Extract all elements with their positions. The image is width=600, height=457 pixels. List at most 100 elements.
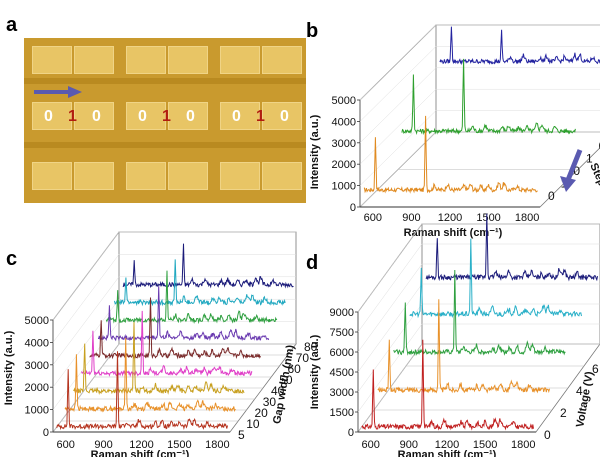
depth-axis-label: Voltage (V) bbox=[574, 370, 596, 428]
x-tick-label: 600 bbox=[56, 439, 74, 451]
y-tick-label: 5000 bbox=[25, 315, 49, 327]
x-tick-label: 900 bbox=[400, 439, 418, 451]
x-tick-label: 1800 bbox=[511, 439, 535, 451]
spectrum-line bbox=[377, 299, 550, 394]
x-tick-label: 1200 bbox=[438, 212, 462, 224]
electrode-pad bbox=[126, 102, 166, 130]
side-grid-line bbox=[357, 243, 423, 333]
side-grid-line bbox=[52, 254, 120, 343]
electrode-pad bbox=[74, 46, 114, 74]
y-axis-label: Intensity (a.u.) bbox=[3, 330, 15, 405]
y-tick-label: 3000 bbox=[332, 138, 356, 150]
electrode-pad bbox=[220, 46, 260, 74]
side-grid-line bbox=[359, 24, 437, 101]
x-tick-label: 1800 bbox=[205, 439, 229, 451]
side-grid-line bbox=[52, 231, 120, 321]
side-grid-line bbox=[359, 131, 437, 208]
depth-tick-label: 0 bbox=[548, 189, 555, 203]
y-tick-label: 7500 bbox=[330, 327, 354, 339]
spectrum-line bbox=[114, 259, 286, 307]
y-tick-label: 4000 bbox=[25, 337, 49, 349]
depth-tick-label: 0 bbox=[573, 164, 580, 178]
y-tick-label: 0 bbox=[43, 427, 49, 439]
photo-digit: 0 bbox=[232, 108, 241, 125]
y-tick-label: 4500 bbox=[330, 367, 354, 379]
depth-tick-label: 0 bbox=[544, 428, 551, 442]
x-tick-label: 600 bbox=[362, 439, 380, 451]
y-axis-label: Intensity (a.u.) bbox=[309, 334, 321, 409]
panel-label-c: c bbox=[6, 248, 18, 270]
photo-digit: 0 bbox=[186, 108, 195, 125]
photo-digit: 0 bbox=[280, 108, 289, 125]
side-grid-line bbox=[359, 46, 437, 122]
photo-digit: 1 bbox=[256, 108, 265, 125]
electrode-pad bbox=[262, 102, 302, 130]
side-grid-line bbox=[357, 343, 423, 433]
side-grid-line bbox=[357, 263, 423, 353]
y-tick-label: 9000 bbox=[330, 307, 354, 319]
photo-digit: 1 bbox=[162, 108, 171, 125]
panel-label-d: d bbox=[306, 252, 319, 274]
x-axis-label: Raman shift (cm⁻¹) bbox=[91, 449, 190, 457]
depth-tick-label: 10 bbox=[246, 417, 260, 431]
spectrum-line bbox=[56, 351, 228, 431]
depth-tick-label: 50 bbox=[279, 373, 293, 387]
y-tick-label: 2000 bbox=[332, 159, 356, 171]
y-tick-label: 0 bbox=[350, 202, 356, 214]
depth-tick-label: 30 bbox=[263, 395, 277, 409]
y-tick-label: 1000 bbox=[332, 181, 356, 193]
scan-arrow-icon bbox=[34, 86, 82, 98]
spectrum-line bbox=[81, 310, 253, 378]
x-tick-label: 1200 bbox=[129, 439, 153, 451]
electrode-pad bbox=[168, 162, 208, 190]
electrode-pad bbox=[126, 162, 166, 190]
photo-digit: 1 bbox=[68, 108, 77, 125]
side-grid-line bbox=[52, 299, 120, 388]
x-tick-label: 1800 bbox=[515, 212, 539, 224]
electrode-pad bbox=[220, 162, 260, 190]
steps-arrow-icon bbox=[560, 149, 583, 192]
y-tick-label: 4000 bbox=[332, 116, 356, 128]
y-tick-label: 0 bbox=[348, 427, 354, 439]
depth-tick-label: 4 bbox=[576, 384, 583, 398]
x-tick-label: 1500 bbox=[167, 439, 191, 451]
spectrum-line bbox=[361, 339, 534, 431]
depth-tick-label: 70 bbox=[296, 351, 310, 365]
depth-tick-label: 20 bbox=[255, 406, 269, 420]
depth-tick-label: 60 bbox=[288, 362, 302, 376]
depth-tick-label: 0 bbox=[599, 139, 600, 153]
depth-tick-label: 80 bbox=[304, 340, 318, 354]
side-grid-line bbox=[357, 283, 423, 373]
y-axis-label: Intensity (a.u.) bbox=[309, 114, 321, 189]
x-axis-label: Raman shift (cm⁻¹) bbox=[404, 227, 503, 239]
spectrum-line bbox=[89, 297, 261, 360]
depth-tick-label: 5 bbox=[238, 428, 245, 442]
depth-tick-label: 2 bbox=[560, 406, 567, 420]
spectrum-line bbox=[363, 115, 538, 194]
electrode-pad bbox=[168, 46, 208, 74]
spectrum-line bbox=[105, 270, 278, 325]
y-tick-label: 1500 bbox=[330, 407, 354, 419]
electrode-pad bbox=[126, 46, 166, 74]
side-grid-line bbox=[52, 276, 120, 365]
side-grid-line bbox=[359, 89, 437, 165]
spectrum-line bbox=[425, 213, 598, 282]
x-tick-label: 600 bbox=[364, 212, 382, 224]
panel-label-a: a bbox=[6, 14, 18, 36]
y-tick-label: 6000 bbox=[330, 347, 354, 359]
gap-bar bbox=[24, 142, 306, 148]
side-grid-line bbox=[359, 110, 437, 186]
x-tick-label: 1200 bbox=[435, 439, 459, 451]
electrode-pad bbox=[32, 162, 72, 190]
chart-d-frame bbox=[357, 223, 600, 433]
spectrum-line bbox=[401, 58, 576, 136]
electrode-pad bbox=[262, 162, 302, 190]
side-grid-line bbox=[359, 67, 437, 143]
x-axis-label: Raman shift (cm⁻¹) bbox=[398, 449, 497, 457]
gap-bar bbox=[24, 78, 306, 84]
depth-tick-label: 40 bbox=[271, 384, 285, 398]
